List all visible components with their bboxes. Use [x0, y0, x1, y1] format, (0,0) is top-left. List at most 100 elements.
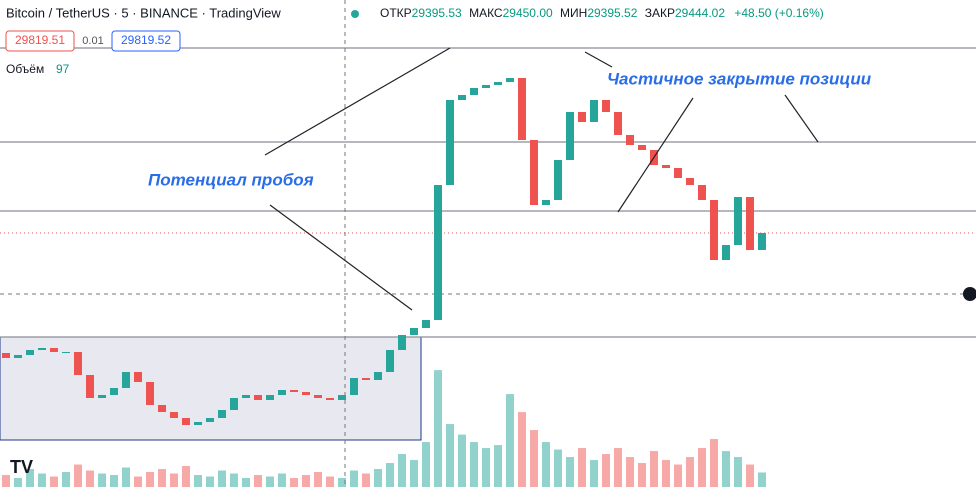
volume-bar: [458, 434, 466, 487]
volume-bar: [290, 478, 298, 487]
volume-bar: [278, 473, 286, 487]
candle-body: [506, 78, 514, 82]
candle-body: [314, 395, 322, 398]
volume-bar: [722, 451, 730, 487]
volume-bar: [38, 473, 46, 487]
volume-bar: [14, 478, 22, 487]
candle-body: [338, 395, 346, 400]
volume-bar: [590, 460, 598, 487]
volume-bar: [494, 445, 502, 487]
volume-bar: [554, 449, 562, 487]
volume-bar: [686, 457, 694, 487]
candle-body: [410, 328, 418, 335]
volume-bar: [746, 464, 754, 487]
volume-bar: [518, 412, 526, 487]
value: 29395.52: [587, 6, 637, 20]
volume-bar: [98, 473, 106, 487]
candle-body: [38, 348, 46, 350]
candle-body: [458, 95, 466, 100]
candle-body: [578, 112, 586, 122]
sell-button[interactable]: [5, 30, 75, 52]
candle-body: [26, 350, 34, 355]
candle-body: [110, 388, 118, 395]
candle-body: [530, 140, 538, 205]
volume-bar: [638, 463, 646, 487]
volume-bar: [482, 448, 490, 487]
candle-body: [290, 390, 298, 392]
volume-bar: [206, 476, 214, 487]
volume-bar: [578, 448, 586, 487]
candle-body: [206, 418, 214, 422]
volume-bar: [158, 469, 166, 487]
volume-bar: [446, 424, 454, 487]
candle-body: [614, 112, 622, 135]
candle-body: [566, 112, 574, 160]
candle-body: [758, 232, 766, 250]
candle-body: [482, 85, 490, 88]
volume-bar: [254, 475, 262, 487]
candle-body: [422, 320, 430, 328]
candle-body: [434, 185, 442, 320]
candle-body: [230, 398, 238, 410]
value: 29395.53: [412, 6, 462, 20]
volume-bar: [758, 472, 766, 487]
volume-bar: [614, 448, 622, 487]
volume-bar: [338, 478, 346, 487]
volume-bar: [146, 472, 154, 487]
candle-body: [722, 245, 730, 260]
candle-body: [554, 160, 562, 200]
candle-body: [194, 422, 202, 425]
candle-body: [398, 335, 406, 350]
annotation: Потенциал пробоя: [148, 170, 314, 189]
volume-bar: [422, 442, 430, 487]
volume-bar: [26, 469, 34, 487]
candle-body: [86, 375, 94, 398]
ask[interactable]: 29819.52: [121, 33, 171, 47]
candle-body: [266, 395, 274, 400]
volume-bar: [170, 473, 178, 487]
candle-body: [626, 135, 634, 145]
volume-bar: [2, 475, 10, 487]
volume-bar: [350, 470, 358, 487]
volume-bar: [434, 370, 442, 487]
volume-bar: [242, 478, 250, 487]
ohlc: ОТКР29395.53 МАКС29450.00 МИН29395.52 ЗА…: [380, 6, 824, 20]
volume-bar: [134, 476, 142, 487]
candle-body: [518, 78, 526, 140]
candle-body: [302, 392, 310, 395]
symbol: Bitcoin / TetherUS · 5 · BINANCE · Tradi…: [6, 5, 281, 20]
volume-bar: [398, 454, 406, 487]
annotation: Частичное закрытие позиции: [607, 69, 872, 88]
volume-bar: [266, 476, 274, 487]
candle-body: [278, 390, 286, 395]
volume-bar: [194, 475, 202, 487]
candle-body: [326, 398, 334, 400]
candle-body: [590, 100, 598, 122]
volume-bar: [326, 476, 334, 487]
volume-bar: [734, 457, 742, 487]
candle-body: [134, 372, 142, 382]
label: МИН: [560, 6, 587, 20]
volume-bar: [650, 451, 658, 487]
buy-button[interactable]: [111, 30, 181, 52]
volume-label: Объём: [6, 62, 44, 76]
candle-body: [350, 378, 358, 395]
candle-body: [734, 197, 742, 245]
crosshair-button[interactable]: [963, 287, 976, 301]
candle-body: [746, 197, 754, 250]
candle-body: [710, 200, 718, 260]
candle-body: [674, 168, 682, 178]
candle-body: [170, 412, 178, 418]
volume-bar: [86, 470, 94, 487]
volume-bar: [506, 394, 514, 487]
volume-bar: [566, 457, 574, 487]
candle-body: [242, 395, 250, 398]
bid[interactable]: 29819.51: [15, 33, 65, 47]
volume-bar: [470, 442, 478, 487]
candle-body: [638, 145, 646, 150]
label: МАКС: [469, 6, 503, 20]
value: 29444.02: [675, 6, 725, 20]
candle-body: [374, 372, 382, 380]
volume-bar: [218, 470, 226, 487]
